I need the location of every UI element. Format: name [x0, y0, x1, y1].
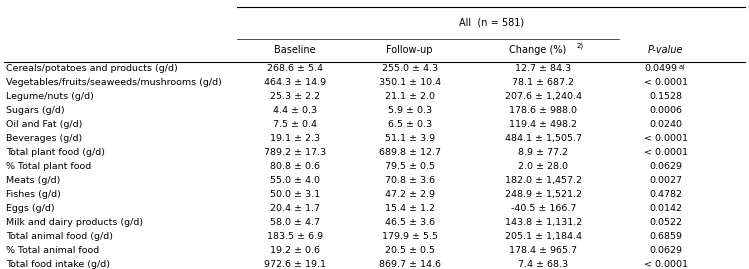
Text: Beverages (g/d): Beverages (g/d) [6, 134, 82, 143]
Text: 19.1 ± 2.3: 19.1 ± 2.3 [270, 134, 320, 143]
Text: 20.5 ± 0.5: 20.5 ± 0.5 [385, 246, 434, 255]
Text: % Total plant food: % Total plant food [6, 162, 91, 171]
Text: 869.7 ± 14.6: 869.7 ± 14.6 [379, 260, 440, 269]
Text: 0.0240: 0.0240 [649, 120, 682, 129]
Text: 205.1 ± 1,184.4: 205.1 ± 1,184.4 [505, 232, 582, 241]
Text: 7.5 ± 0.4: 7.5 ± 0.4 [273, 120, 317, 129]
Text: Milk and dairy products (g/d): Milk and dairy products (g/d) [6, 218, 143, 227]
Text: 0.1528: 0.1528 [649, 92, 682, 101]
Text: 0.0629: 0.0629 [649, 162, 682, 171]
Text: 70.8 ± 3.6: 70.8 ± 3.6 [385, 176, 434, 185]
Text: 78.1 ± 687.2: 78.1 ± 687.2 [512, 78, 574, 87]
Text: Sugars (g/d): Sugars (g/d) [6, 106, 64, 115]
Text: 182.0 ± 1,457.2: 182.0 ± 1,457.2 [505, 176, 582, 185]
Text: P-value: P-value [648, 45, 683, 55]
Text: < 0.0001: < 0.0001 [643, 78, 688, 87]
Text: 0.0027: 0.0027 [649, 176, 682, 185]
Text: Cereals/potatoes and products (g/d): Cereals/potatoes and products (g/d) [6, 64, 178, 73]
Text: Total plant food (g/d): Total plant food (g/d) [6, 148, 105, 157]
Text: 0.0142: 0.0142 [649, 204, 682, 213]
Text: 47.2 ± 2.9: 47.2 ± 2.9 [385, 190, 434, 199]
Text: 5.9 ± 0.3: 5.9 ± 0.3 [388, 106, 431, 115]
Text: 464.3 ± 14.9: 464.3 ± 14.9 [264, 78, 326, 87]
Text: 50.0 ± 3.1: 50.0 ± 3.1 [270, 190, 320, 199]
Text: a): a) [679, 63, 686, 70]
Text: Change (%): Change (%) [509, 45, 565, 55]
Text: 178.6 ± 988.0: 178.6 ± 988.0 [509, 106, 577, 115]
Text: 2.0 ± 28.0: 2.0 ± 28.0 [518, 162, 568, 171]
Text: 55.0 ± 4.0: 55.0 ± 4.0 [270, 176, 320, 185]
Text: All  (n = 581): All (n = 581) [458, 18, 524, 28]
Text: Follow-up: Follow-up [386, 45, 433, 55]
Text: 0.4782: 0.4782 [649, 190, 682, 199]
Text: Oil and Fat (g/d): Oil and Fat (g/d) [6, 120, 82, 129]
Text: 255.0 ± 4.3: 255.0 ± 4.3 [382, 64, 437, 73]
Text: % Total animal food: % Total animal food [6, 246, 99, 255]
Text: 7.4 ± 68.3: 7.4 ± 68.3 [518, 260, 568, 269]
Text: 51.1 ± 3.9: 51.1 ± 3.9 [385, 134, 434, 143]
Text: Meats (g/d): Meats (g/d) [6, 176, 61, 185]
Text: 0.0006: 0.0006 [649, 106, 682, 115]
Text: 58.0 ± 4.7: 58.0 ± 4.7 [270, 218, 320, 227]
Text: 12.7 ± 84.3: 12.7 ± 84.3 [515, 64, 571, 73]
Text: -40.5 ± 166.7: -40.5 ± 166.7 [511, 204, 576, 213]
Text: 350.1 ± 10.4: 350.1 ± 10.4 [379, 78, 440, 87]
Text: 2): 2) [576, 42, 583, 49]
Text: 4.4 ± 0.3: 4.4 ± 0.3 [273, 106, 317, 115]
Text: 248.9 ± 1,521.2: 248.9 ± 1,521.2 [505, 190, 582, 199]
Text: Fishes (g/d): Fishes (g/d) [6, 190, 61, 199]
Text: 268.6 ± 5.4: 268.6 ± 5.4 [267, 64, 323, 73]
Text: Baseline: Baseline [274, 45, 315, 55]
Text: 207.6 ± 1,240.4: 207.6 ± 1,240.4 [505, 92, 582, 101]
Text: Eggs (g/d): Eggs (g/d) [6, 204, 55, 213]
Text: 0.0629: 0.0629 [649, 246, 682, 255]
Text: 79.5 ± 0.5: 79.5 ± 0.5 [385, 162, 434, 171]
Text: 178.4 ± 965.7: 178.4 ± 965.7 [509, 246, 577, 255]
Text: 46.5 ± 3.6: 46.5 ± 3.6 [385, 218, 434, 227]
Text: Legume/nuts (g/d): Legume/nuts (g/d) [6, 92, 94, 101]
Text: < 0.0001: < 0.0001 [643, 148, 688, 157]
Text: 25.3 ± 2.2: 25.3 ± 2.2 [270, 92, 320, 101]
Text: 15.4 ± 1.2: 15.4 ± 1.2 [385, 204, 434, 213]
Text: 119.4 ± 498.2: 119.4 ± 498.2 [509, 120, 577, 129]
Text: 143.8 ± 1,131.2: 143.8 ± 1,131.2 [505, 218, 582, 227]
Text: 20.4 ± 1.7: 20.4 ± 1.7 [270, 204, 320, 213]
Text: 8.9 ± 77.2: 8.9 ± 77.2 [518, 148, 568, 157]
Text: 0.0522: 0.0522 [649, 218, 682, 227]
Text: < 0.0001: < 0.0001 [643, 260, 688, 269]
Text: 0.6859: 0.6859 [649, 232, 682, 241]
Text: 484.1 ± 1,505.7: 484.1 ± 1,505.7 [505, 134, 582, 143]
Text: Vegetables/fruits/seaweeds/mushrooms (g/d): Vegetables/fruits/seaweeds/mushrooms (g/… [6, 78, 222, 87]
Text: Total animal food (g/d): Total animal food (g/d) [6, 232, 113, 241]
Text: 789.2 ± 17.3: 789.2 ± 17.3 [264, 148, 326, 157]
Text: 6.5 ± 0.3: 6.5 ± 0.3 [388, 120, 431, 129]
Text: 21.1 ± 2.0: 21.1 ± 2.0 [385, 92, 434, 101]
Text: < 0.0001: < 0.0001 [643, 134, 688, 143]
Text: 80.8 ± 0.6: 80.8 ± 0.6 [270, 162, 320, 171]
Text: 689.8 ± 12.7: 689.8 ± 12.7 [379, 148, 440, 157]
Text: 183.5 ± 6.9: 183.5 ± 6.9 [267, 232, 323, 241]
Text: 19.2 ± 0.6: 19.2 ± 0.6 [270, 246, 320, 255]
Text: 972.6 ± 19.1: 972.6 ± 19.1 [264, 260, 326, 269]
Text: 179.9 ± 5.5: 179.9 ± 5.5 [382, 232, 437, 241]
Text: Total food intake (g/d): Total food intake (g/d) [6, 260, 110, 269]
Text: 0.0499: 0.0499 [645, 64, 678, 73]
